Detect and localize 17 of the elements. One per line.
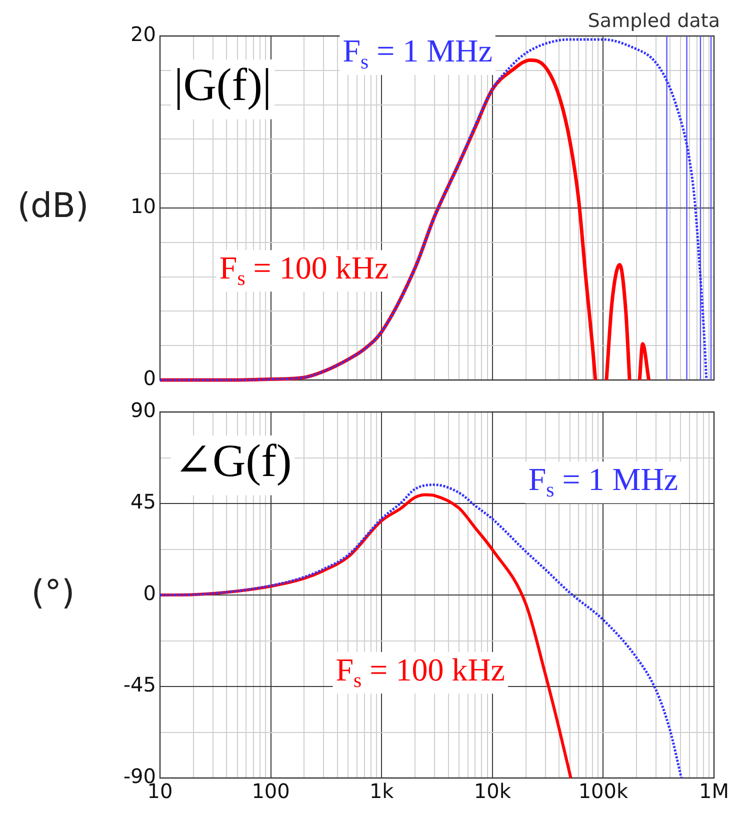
- x-tick-label: 100: [252, 779, 290, 804]
- annotation: |G(f)|: [174, 59, 272, 110]
- x-tick-label: 10k: [474, 779, 512, 804]
- annotation: ∠G(f): [174, 435, 292, 486]
- y-tick-label: 0: [143, 366, 156, 390]
- y-tick-label: 10: [130, 194, 156, 218]
- y-tick-label: 90: [130, 398, 156, 422]
- y-axis-title: (dB): [17, 186, 89, 226]
- y-tick-label: -45: [123, 672, 156, 697]
- text: Sampled data: [588, 10, 720, 32]
- x-tick-label: 100k: [578, 779, 628, 804]
- y-tick-label: 20: [130, 22, 156, 46]
- x-tick-label: 1k: [369, 779, 394, 804]
- x-tick-label: 1M: [699, 779, 729, 804]
- y-axis-title: (°): [31, 572, 75, 613]
- y-tick-label: 45: [130, 490, 156, 514]
- y-tick-label: 0: [143, 581, 156, 606]
